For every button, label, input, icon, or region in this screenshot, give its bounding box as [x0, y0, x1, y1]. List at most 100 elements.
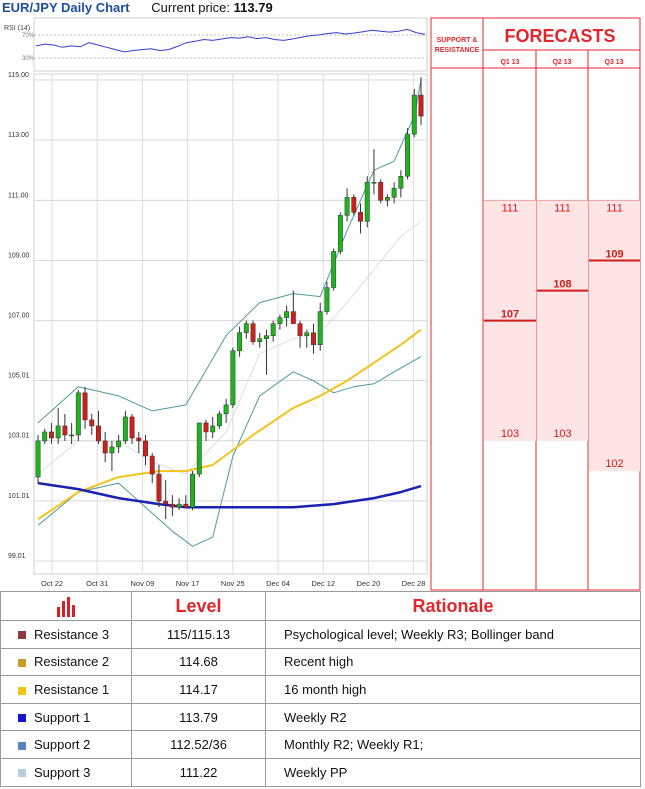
level-rationale: Monthly R2; Weekly R1; [265, 730, 641, 759]
candle-body [210, 425, 216, 433]
level-color-swatch [18, 631, 26, 640]
level-rationale: Psychological level; Weekly R3; Bollinge… [265, 620, 641, 649]
forecast-range-bar [589, 200, 640, 472]
candle-body [163, 500, 169, 505]
rsi-label: RSI (14) [4, 25, 30, 32]
x-tick-label: Dec 28 [402, 579, 426, 588]
candle-body [109, 446, 115, 454]
candle-body [270, 323, 276, 336]
forecast-high-label: 111 [606, 202, 623, 214]
y-tick-label: 101.01 [8, 493, 30, 500]
level-color-swatch [18, 686, 26, 695]
current-price-label: Current price: [151, 0, 231, 15]
forecast-mid-label: 108 [553, 279, 571, 291]
candle-body [398, 176, 404, 189]
candle-body [418, 94, 424, 117]
candle-body [371, 182, 377, 184]
forecast-low-label: 102 [605, 458, 623, 470]
level-color-swatch [18, 658, 26, 667]
level-name: Resistance 3 [34, 626, 110, 642]
price-plot-area [33, 73, 428, 575]
candle-body [48, 431, 54, 439]
candle-body [243, 323, 249, 333]
x-tick-label: Nov 25 [221, 579, 245, 588]
table-row: Support 3 111.22 Weekly PP [0, 757, 641, 787]
y-tick-label: 115.00 [8, 72, 29, 79]
rsi-level-30: 30% [22, 56, 35, 62]
level-rationale: Weekly PP [265, 757, 641, 787]
forecast-low-label: 103 [501, 428, 519, 440]
forecast-low-label: 103 [553, 428, 571, 440]
sr-label-1: SUPPORT & [437, 37, 478, 44]
candle-body [230, 350, 236, 406]
level-name: Resistance 2 [34, 654, 110, 670]
forecast-high-label: 111 [554, 202, 571, 214]
candle-body [237, 332, 243, 351]
candle-body [156, 473, 162, 502]
y-tick-label: 99.01 [8, 553, 26, 560]
candle-body [411, 94, 417, 135]
level-value: 115/115.13 [131, 620, 266, 649]
quarter-label-q2: Q2 13 [552, 59, 571, 66]
candle-body [62, 425, 68, 436]
level-name-cell: Resistance 2 [0, 647, 132, 677]
candle-body [35, 440, 41, 478]
level-name-cell: Resistance 1 [0, 675, 132, 704]
forecast-range-bar [537, 200, 588, 441]
candle-body [102, 440, 108, 454]
candle-body [284, 311, 290, 318]
candle-body [378, 182, 384, 201]
level-color-swatch [18, 769, 26, 778]
candle-body [176, 503, 182, 508]
x-tick-label: Nov 09 [131, 579, 155, 588]
level-header: Level [131, 591, 266, 621]
x-tick-label: Dec 20 [357, 579, 381, 588]
y-tick-label: 109.00 [8, 252, 30, 259]
level-value: 114.68 [131, 647, 266, 677]
candle-body [183, 503, 189, 508]
level-name: Resistance 1 [34, 681, 110, 697]
level-name: Support 3 [34, 764, 91, 780]
level-color-swatch [18, 741, 26, 750]
candle-body [351, 197, 357, 213]
candle-body [89, 419, 95, 427]
rsi-panel [33, 17, 428, 72]
candle-body [116, 440, 122, 448]
candle-body [277, 317, 283, 324]
y-tick-label: 111.00 [8, 192, 28, 199]
rsi-level-70: 70% [22, 33, 35, 39]
candle-body [384, 197, 390, 201]
level-name-cell: Resistance 3 [0, 620, 132, 649]
candle-body [250, 323, 256, 342]
level-value: 113.79 [131, 702, 266, 732]
candle-body [257, 338, 263, 342]
level-color-swatch [18, 714, 26, 723]
bollinger-upper-line [37, 79, 422, 424]
y-tick-label: 103.01 [8, 433, 30, 440]
candle-body [405, 133, 411, 177]
y-tick-label: 107.00 [8, 313, 30, 320]
rsi-line [35, 28, 426, 53]
x-tick-label: Nov 17 [176, 579, 200, 588]
quarter-label-q1: Q1 13 [500, 59, 519, 66]
table-header-row: Level Rationale [0, 591, 641, 621]
forecast-mid-label: 109 [605, 248, 623, 260]
candle-body [337, 215, 343, 252]
candle-body [304, 332, 310, 336]
candle-body [69, 434, 75, 437]
current-price-value: 113.79 [233, 0, 273, 15]
candle-body [96, 425, 101, 442]
candle-body [264, 335, 269, 339]
moving-average-slow-line [37, 481, 422, 509]
level-name-cell: Support 2 [0, 730, 132, 759]
level-name-cell: Support 3 [0, 757, 132, 787]
x-tick-label: Dec 04 [266, 579, 290, 588]
forecast-mid-label: 107 [501, 309, 519, 321]
candle-body [122, 416, 128, 442]
level-value: 114.17 [131, 675, 266, 704]
level-rationale: Recent high [265, 647, 641, 677]
table-row: Resistance 3 115/115.13 Psychological leve… [0, 620, 641, 649]
level-name: Support 2 [34, 737, 91, 753]
candle-body [129, 416, 135, 439]
table-row: Resistance 1 114.17 16 month high [0, 675, 641, 704]
